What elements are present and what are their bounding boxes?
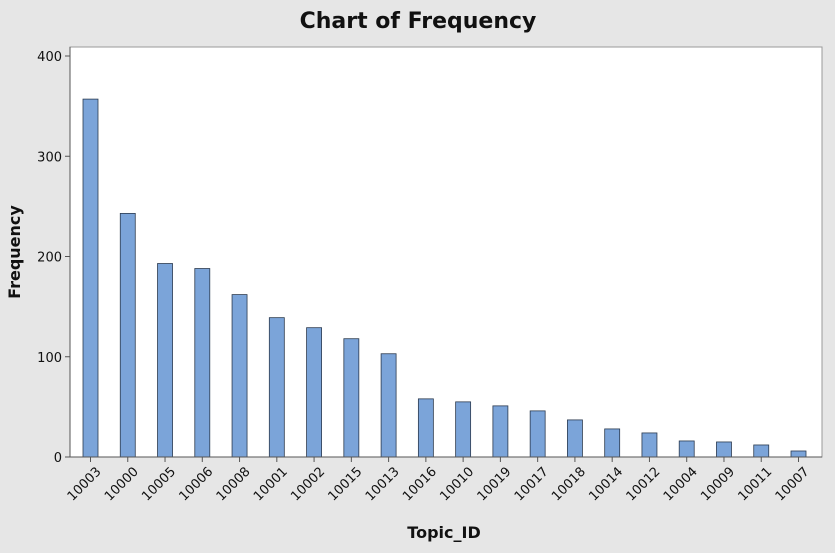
bar xyxy=(604,428,621,458)
bar xyxy=(678,440,695,458)
bar xyxy=(157,263,173,458)
y-tick-label: 100 xyxy=(37,351,62,366)
y-tick-label: 200 xyxy=(37,251,62,266)
bars-group xyxy=(82,98,807,458)
bar xyxy=(380,353,397,458)
plot-area xyxy=(69,46,823,458)
bar xyxy=(716,441,732,458)
bar xyxy=(641,432,658,458)
y-tick-label: 300 xyxy=(37,150,62,165)
bar xyxy=(231,294,248,458)
bar xyxy=(567,419,583,458)
y-axis-label: Frequency xyxy=(5,205,24,299)
bar xyxy=(82,98,99,458)
bar xyxy=(455,401,472,458)
bar xyxy=(790,450,807,458)
bar xyxy=(268,317,285,458)
bar xyxy=(194,268,211,458)
bar xyxy=(529,410,546,458)
bar xyxy=(306,327,322,458)
bar xyxy=(119,212,136,458)
y-axis: 0 100 200 300 400 xyxy=(37,47,71,466)
bar xyxy=(417,398,434,458)
x-axis-label: Topic_ID xyxy=(407,523,480,542)
bar xyxy=(492,405,509,458)
chart-title: Chart of Frequency xyxy=(300,9,537,34)
bar xyxy=(753,444,770,458)
y-tick-label: 0 xyxy=(54,451,62,466)
bar xyxy=(343,338,360,458)
y-tick-label: 400 xyxy=(37,50,62,65)
